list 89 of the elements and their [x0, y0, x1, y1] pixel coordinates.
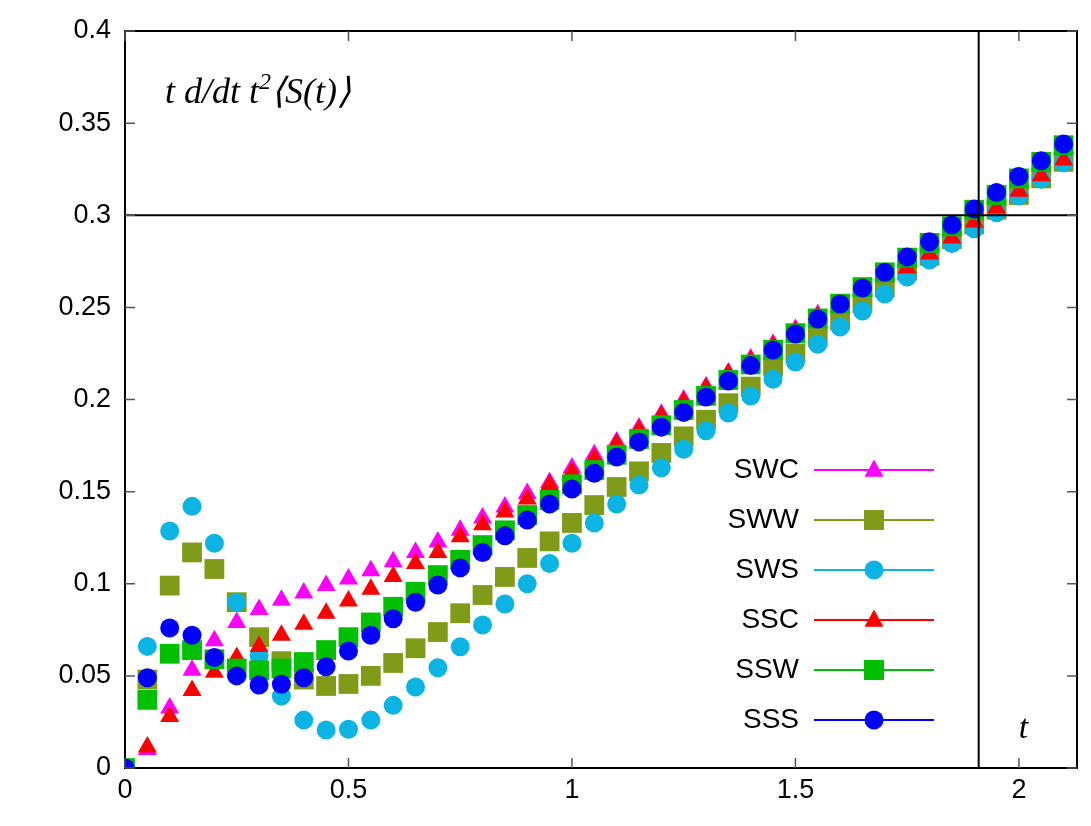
point — [361, 625, 381, 645]
x-tick-label: 1 — [564, 773, 580, 804]
point — [182, 542, 202, 563]
point — [785, 352, 805, 372]
point — [338, 719, 358, 739]
legend-label: SSW — [735, 652, 800, 684]
point — [159, 643, 180, 664]
point — [852, 301, 872, 321]
y-tick-label: 0.1 — [73, 567, 111, 598]
point — [383, 653, 404, 673]
ref-line-label: t — [1018, 708, 1030, 745]
point — [674, 439, 694, 459]
point — [338, 641, 358, 661]
point — [562, 479, 582, 499]
point — [383, 695, 403, 715]
point — [495, 594, 515, 614]
point — [539, 531, 560, 552]
point — [763, 369, 783, 389]
point — [450, 603, 471, 624]
point — [428, 575, 448, 595]
point — [294, 710, 314, 730]
legend-label: SSC — [741, 602, 799, 634]
point — [137, 689, 158, 710]
point — [293, 652, 314, 672]
point — [562, 513, 582, 533]
point — [473, 542, 493, 562]
point — [808, 334, 828, 354]
point — [360, 665, 381, 686]
y-tick-label: 0.2 — [73, 382, 111, 413]
point — [159, 575, 180, 596]
y-tick-label: 0.25 — [58, 290, 111, 321]
point — [540, 553, 560, 573]
y-tick-label: 0.05 — [58, 659, 111, 690]
point — [629, 475, 649, 495]
point — [718, 403, 738, 423]
point — [182, 625, 202, 645]
point — [517, 574, 537, 594]
point — [137, 636, 157, 656]
point — [316, 720, 336, 740]
x-tick-label: 1.5 — [776, 773, 815, 804]
point — [517, 510, 537, 530]
y-tick-label: 0.15 — [58, 475, 111, 506]
point — [607, 494, 627, 514]
point — [830, 317, 850, 337]
point — [517, 548, 538, 568]
point — [160, 521, 180, 541]
y-tick-label: 0 — [95, 751, 111, 782]
point — [562, 533, 582, 553]
point — [741, 386, 761, 406]
point — [406, 592, 426, 612]
point — [696, 421, 716, 441]
point — [473, 615, 493, 635]
point — [361, 710, 381, 730]
point — [405, 638, 426, 659]
point — [271, 674, 291, 694]
point — [316, 676, 337, 696]
point — [406, 677, 426, 697]
point — [227, 666, 247, 686]
y-tick-label: 0.3 — [73, 198, 111, 229]
point — [427, 622, 448, 642]
point — [428, 658, 448, 678]
point — [606, 477, 627, 497]
point — [450, 637, 470, 657]
point — [875, 284, 895, 304]
point — [584, 513, 604, 533]
x-tick-label: 0 — [117, 773, 133, 804]
legend-label: SWC — [733, 452, 799, 484]
point — [495, 526, 515, 546]
point — [338, 674, 359, 694]
x-tick-label: 2 — [1011, 773, 1027, 804]
point — [383, 609, 403, 629]
point — [316, 640, 337, 660]
point — [182, 496, 202, 516]
point — [495, 567, 515, 587]
legend-label: SWW — [727, 502, 800, 534]
point — [204, 533, 224, 553]
point — [204, 559, 225, 579]
point — [249, 675, 269, 695]
y-tick-label: 0.4 — [73, 14, 111, 45]
y-tick-label: 0.35 — [58, 106, 111, 137]
point — [584, 495, 605, 515]
point — [651, 458, 671, 478]
x-tick-label: 0.5 — [329, 773, 368, 804]
legend-label: SSS — [742, 702, 799, 734]
point — [316, 657, 336, 677]
point — [450, 558, 470, 578]
point — [160, 618, 180, 638]
legend-label: SWS — [735, 552, 799, 584]
point — [472, 585, 493, 605]
